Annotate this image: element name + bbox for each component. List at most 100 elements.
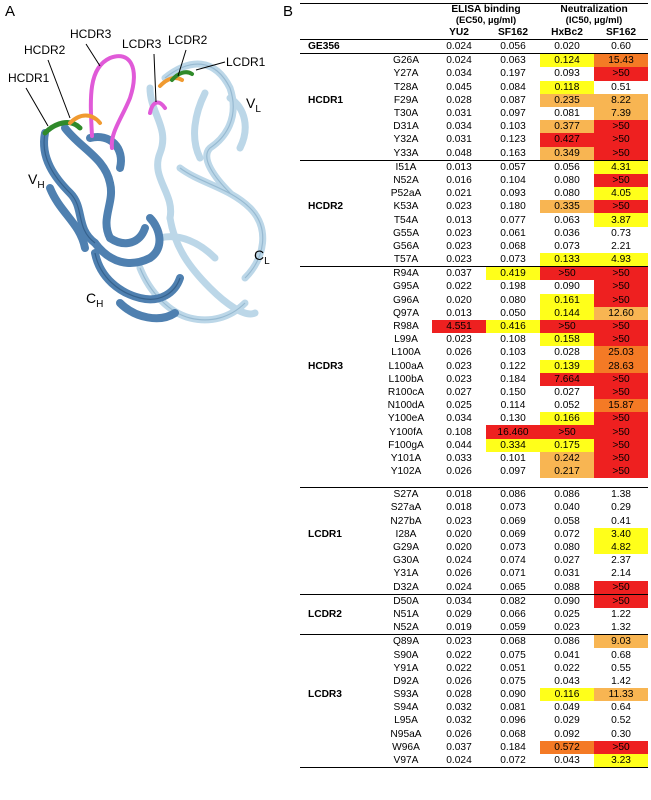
- sf162-neut-value: 1.22: [611, 608, 631, 620]
- region-label: [300, 425, 380, 438]
- mutation-name: N51A: [393, 608, 419, 620]
- sf162-neut-value: 0.73: [611, 227, 631, 239]
- table-row: HCDR3 L100aA 0.023 0.122 0.139 28.63: [300, 359, 649, 373]
- region-label: [300, 412, 380, 425]
- mutation-name: Y102A: [390, 466, 422, 478]
- hxbc2-value: 0.080: [554, 188, 580, 200]
- hxbc2-value: 0.041: [554, 649, 580, 661]
- sf162-elisa-value: 0.103: [500, 347, 526, 359]
- table-row: N95aA 0.026 0.068 0.092 0.30: [300, 728, 648, 741]
- yu2-value: 0.019: [446, 622, 472, 634]
- hxbc2-value: 0.427: [540, 133, 595, 147]
- hxbc2-value: 0.158: [540, 333, 595, 347]
- antibody-structure-figure: HCDR1 HCDR2 HCDR3 LCDR3 LCDR2 LCDR1 VL V…: [8, 27, 270, 324]
- ref-sf162-neut: 0.60: [611, 41, 631, 53]
- region-label: [300, 107, 380, 120]
- region-label: [300, 634, 380, 649]
- region-label: LCDR3: [308, 689, 342, 701]
- yu2-value: 0.013: [446, 307, 472, 319]
- region-label: [300, 81, 380, 94]
- mutation-name: S90A: [393, 649, 419, 661]
- region-label: [300, 648, 380, 661]
- sf162-elisa-value: 0.072: [486, 753, 541, 769]
- mutation-name: N95aA: [390, 728, 422, 740]
- mutation-name: R98A: [393, 321, 419, 333]
- hcdr3-label: HCDR3: [70, 27, 112, 41]
- region-label: [300, 253, 380, 267]
- sf162-elisa-value: 0.093: [500, 188, 526, 200]
- yu2-value: 0.037: [446, 741, 472, 753]
- sf162-elisa-value: 0.069: [500, 528, 526, 540]
- sf162-neut-value: 4.05: [594, 187, 649, 201]
- mutation-name: D32A: [393, 581, 419, 593]
- sf162-elisa-value: 0.419: [486, 266, 541, 281]
- region-label: [300, 621, 380, 635]
- hxbc2-value: >50: [540, 266, 595, 281]
- table-row: L100A 0.026 0.103 0.028 25.03: [300, 346, 649, 360]
- table-row: G56A 0.023 0.068 0.073 2.21: [300, 240, 648, 253]
- mutation-name: G30A: [392, 555, 420, 567]
- yu2-value: 0.026: [446, 568, 472, 580]
- table-row: R98A 4.551 0.416 >50 >50: [300, 319, 649, 334]
- yu2-value: 0.027: [446, 386, 472, 398]
- sf162-elisa-value: 0.087: [500, 94, 526, 106]
- yu2-value: 0.034: [446, 413, 472, 425]
- region-label: [300, 399, 380, 412]
- mutation-name: S27aA: [390, 502, 422, 514]
- panel-b-letter: B: [283, 3, 294, 20]
- hxbc2-value: 0.139: [540, 359, 595, 373]
- sf162-neut-value: >50: [594, 740, 649, 754]
- region-label: [300, 593, 380, 608]
- table-row: T28A 0.045 0.084 0.118 0.51: [300, 80, 648, 94]
- sf162-elisa-value: 0.075: [500, 675, 526, 687]
- table-row: L100bA 0.023 0.184 7.664 >50: [300, 372, 649, 386]
- table-row: S94A 0.032 0.081 0.049 0.64: [300, 701, 648, 714]
- hxbc2-value: 0.086: [540, 634, 595, 649]
- region-label: [300, 120, 380, 133]
- vl-label: VL: [246, 95, 261, 115]
- hxbc2-value: 0.072: [554, 528, 580, 540]
- yu2-value: 0.024: [446, 55, 472, 67]
- sf162-neut-value: 0.52: [611, 715, 631, 727]
- hxbc2-value: 0.081: [554, 108, 580, 120]
- lcdr2-label: LCDR2: [168, 33, 208, 47]
- hxbc2-value: 0.377: [540, 120, 595, 134]
- table-row: Y102A 0.026 0.097 0.217 >50: [300, 465, 649, 479]
- hcdr2-label: HCDR2: [24, 43, 66, 57]
- sf162-elisa-value: 0.163: [500, 147, 526, 159]
- sf162-neut-value: 3.87: [594, 213, 649, 227]
- sf162-neut-value: >50: [594, 200, 649, 214]
- sf162-neut-value: >50: [594, 580, 649, 595]
- region-label: [300, 439, 380, 452]
- hxbc2-value: 0.175: [540, 438, 595, 452]
- sf162-elisa-value: 0.057: [486, 159, 541, 174]
- sf162-neut-value: 1.38: [611, 489, 631, 501]
- yu2-value: 0.034: [446, 68, 472, 80]
- mutation-name: F100gA: [388, 439, 424, 451]
- table-row: Y91A 0.022 0.051 0.022 0.55: [300, 662, 648, 675]
- table-row: N52A 0.019 0.059 0.023 1.32: [300, 621, 648, 635]
- yu2-value: 0.034: [432, 593, 486, 608]
- hxbc2-value: 0.093: [554, 68, 580, 80]
- table-row: R100cA 0.027 0.150 0.027 >50: [300, 385, 649, 400]
- hxbc2-value: >50: [540, 425, 595, 439]
- sf162-elisa-value: 0.061: [500, 227, 526, 239]
- mutation-name: D31A: [393, 121, 419, 133]
- sf162-elisa-value: 0.198: [500, 281, 526, 293]
- table-row: S90A 0.022 0.075 0.041 0.68: [300, 648, 648, 661]
- mutation-name: Y27A: [393, 68, 419, 80]
- yu2-value: 0.025: [446, 400, 472, 412]
- hxbc2-value: 0.217: [540, 465, 595, 479]
- region-label: [300, 714, 380, 727]
- mutation-name: D50A: [380, 593, 432, 608]
- sf162-elisa-value: 0.073: [500, 254, 526, 266]
- sf162-neut-value: 9.03: [594, 634, 649, 649]
- yu2-value: 0.023: [446, 373, 472, 385]
- mutation-name: Q89A: [380, 634, 432, 649]
- mutation-name: Y91A: [393, 662, 419, 674]
- table-row: L99A 0.023 0.108 0.158 >50: [300, 333, 649, 347]
- hxbc2-value: 0.027: [554, 555, 580, 567]
- sf162-elisa-value: 0.077: [500, 214, 526, 226]
- hxbc2-value: 0.124: [540, 53, 595, 68]
- hxbc2-value: 0.349: [540, 146, 595, 161]
